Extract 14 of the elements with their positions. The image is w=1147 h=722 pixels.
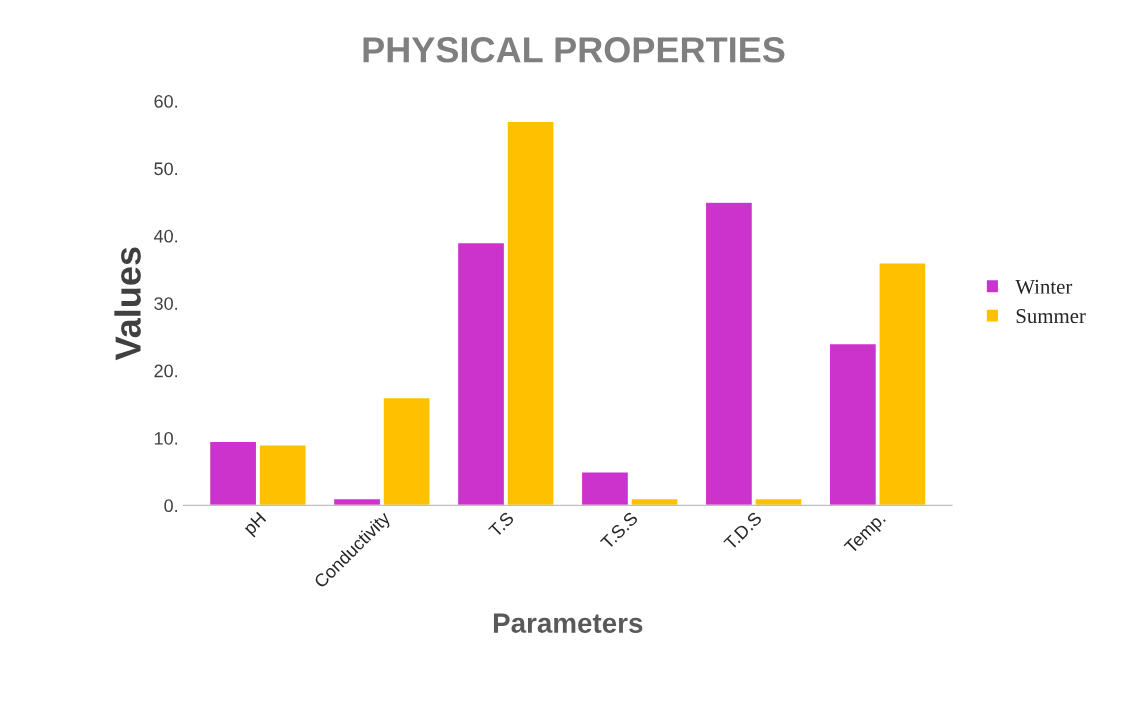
y-axis-title: Values [114,247,141,361]
y-tick-label: 50. [154,162,178,176]
legend-label: Summer [1016,309,1086,324]
legend-label: Winter [1015,279,1073,294]
y-tick-label: 20. [154,364,178,378]
y-tick-label: 40. [153,229,178,243]
y-tick-label: 10. [154,431,178,445]
y-tick-label: 60. [154,95,178,108]
x-axis-title: Parameters [493,613,643,633]
chart-title: PHYSICAL PROPERTIES [363,37,785,63]
x-tick-label: T.S [487,511,515,538]
y-tick-label: 30. [154,297,178,310]
x-tick-label: pH [242,511,269,538]
y-tick-label: 0. [164,499,178,513]
